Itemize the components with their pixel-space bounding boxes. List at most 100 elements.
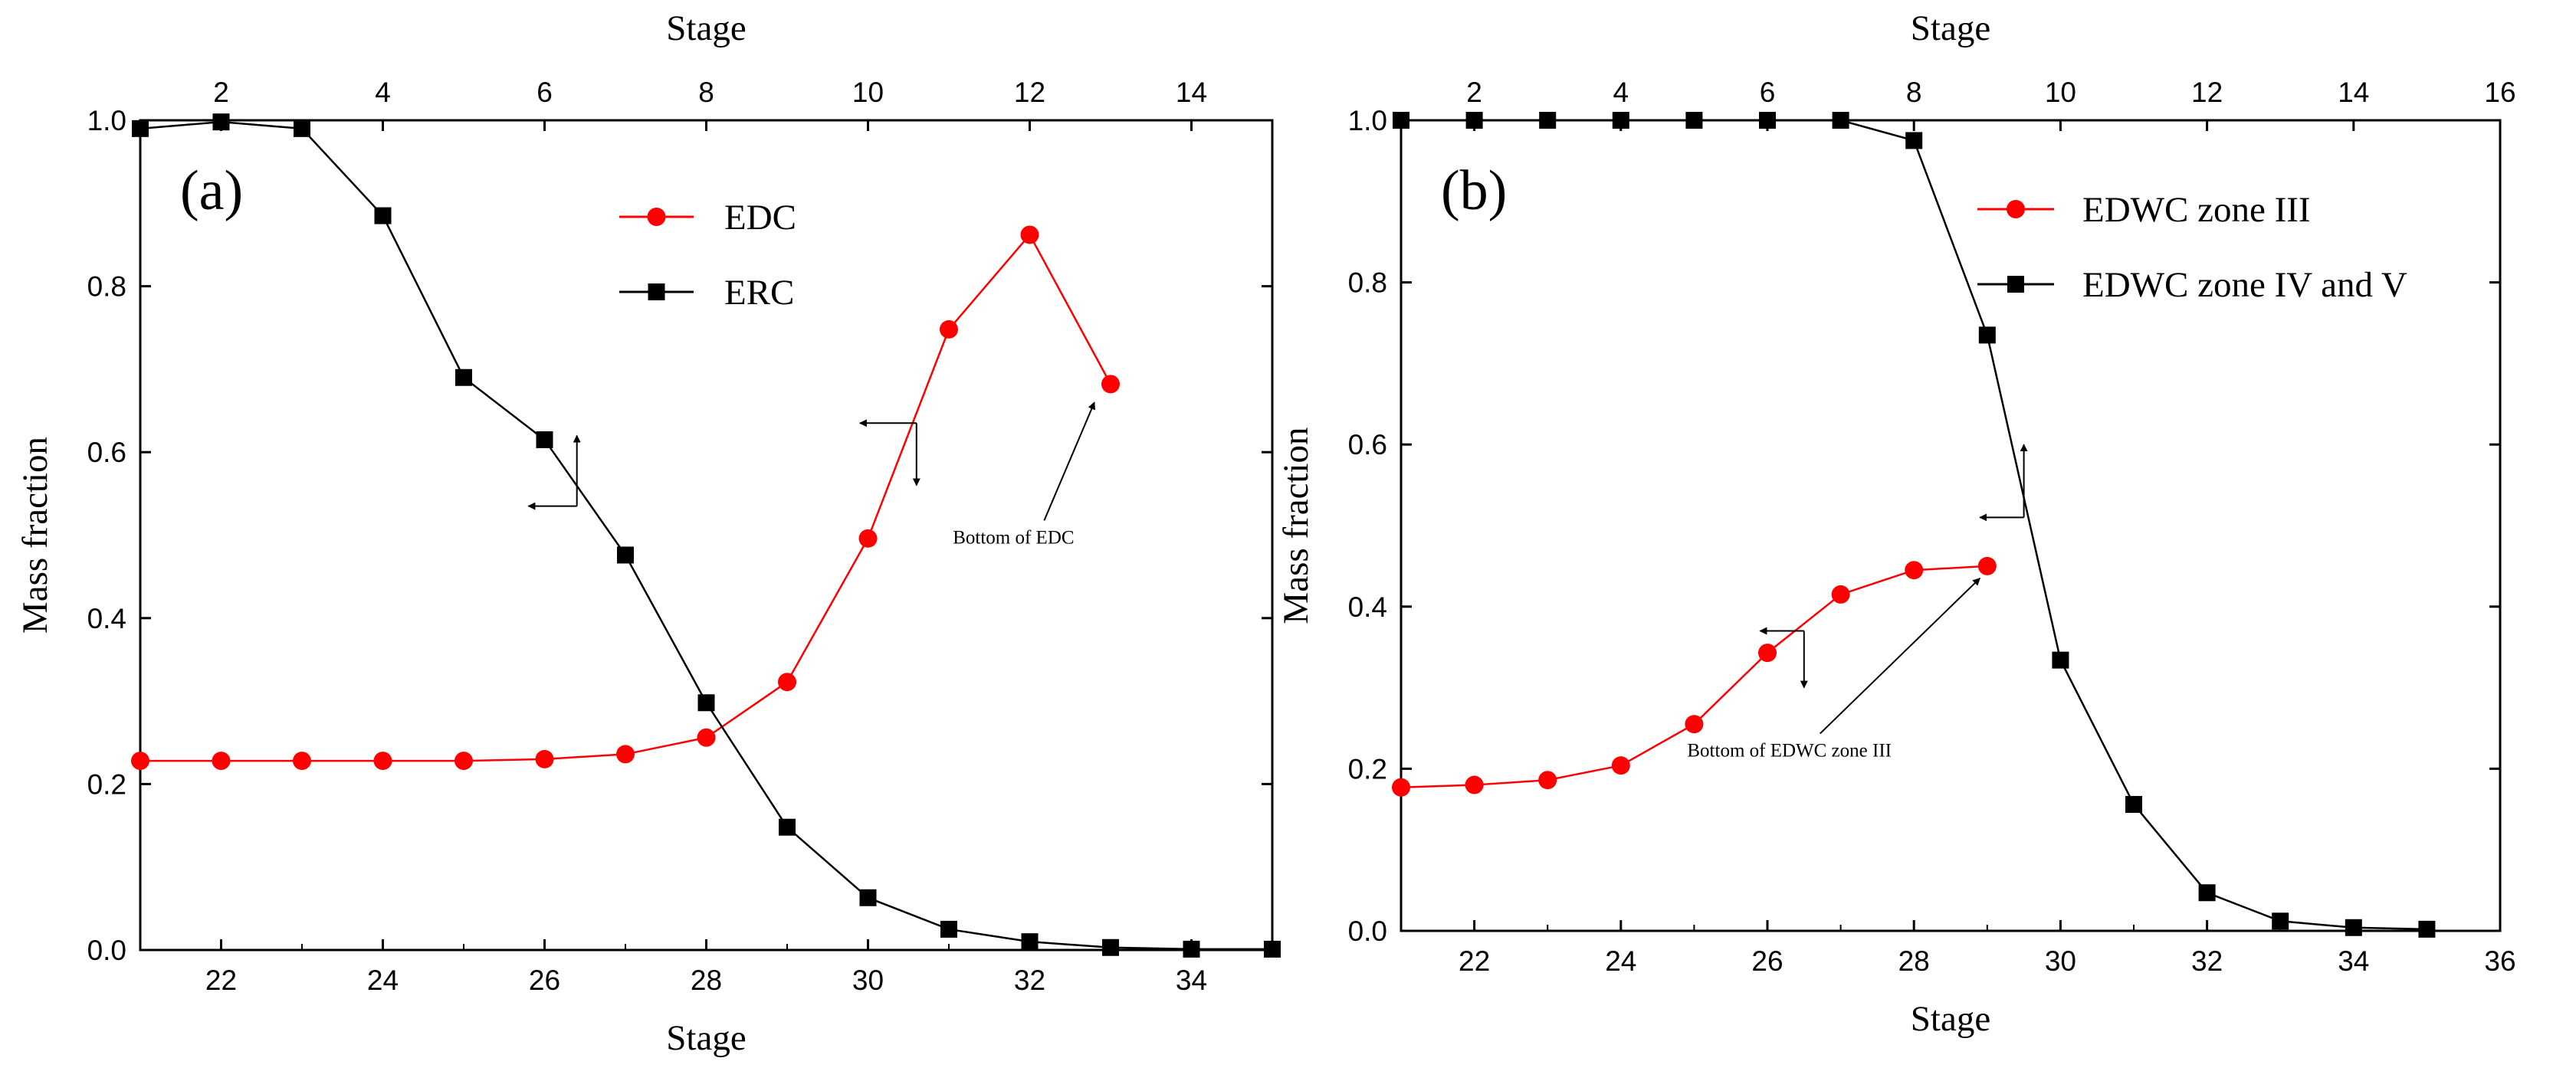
x-axis-title: Stage xyxy=(1911,999,1990,1039)
data-point xyxy=(697,728,716,747)
y-tick-label: 0.8 xyxy=(87,271,126,303)
data-point xyxy=(617,546,634,564)
data-point xyxy=(1831,585,1850,604)
data-point xyxy=(373,752,392,771)
x-tick-label: 22 xyxy=(1459,945,1490,977)
data-point xyxy=(212,752,231,771)
data-point xyxy=(2052,651,2069,669)
x-tick-label: 28 xyxy=(1898,945,1930,977)
data-point xyxy=(778,673,796,692)
y-tick-label: 0.0 xyxy=(87,935,126,966)
data-point xyxy=(2125,795,2142,813)
data-point xyxy=(859,889,877,906)
x-tick-label: 26 xyxy=(529,965,560,996)
top-tick-label: 4 xyxy=(1613,77,1629,108)
data-point xyxy=(1612,112,1629,129)
x-tick-label: 28 xyxy=(691,965,722,996)
annotation-text: Bottom of EDWC zone III xyxy=(1687,741,1892,762)
data-point xyxy=(1978,326,1996,344)
y-tick-label: 0.2 xyxy=(87,768,126,800)
data-point xyxy=(1393,112,1409,129)
x-axis-title: Stage xyxy=(666,1018,746,1058)
data-point xyxy=(1392,778,1410,797)
data-point xyxy=(1685,112,1703,129)
x-tick-label: 34 xyxy=(1176,965,1207,996)
top-tick-label: 14 xyxy=(2338,77,2369,108)
data-point xyxy=(1611,756,1630,775)
panel-label: (b) xyxy=(1441,159,1507,222)
data-point xyxy=(858,529,878,548)
data-point xyxy=(536,431,553,448)
plot-frame xyxy=(139,119,1274,952)
x-tick-label: 26 xyxy=(1751,945,1783,977)
top-axis-title: Stage xyxy=(1911,8,1990,48)
data-point xyxy=(940,319,958,339)
data-point xyxy=(2345,919,2362,936)
y-tick-label: 1.0 xyxy=(87,105,126,136)
data-point xyxy=(1832,112,1849,129)
top-tick-label: 12 xyxy=(1014,77,1045,108)
data-point xyxy=(616,745,635,764)
data-point xyxy=(1759,112,1776,129)
data-point xyxy=(455,369,472,386)
chart-panel-b: 22 24 26 28 30 32 34 362 4 6 8 10 12 14 160.00.20.40.6… xyxy=(1276,8,2516,1039)
top-tick-label: 2 xyxy=(1466,77,1482,108)
data-point xyxy=(1905,561,1924,580)
data-point xyxy=(940,920,957,938)
top-tick-label: 8 xyxy=(1906,77,1922,108)
data-point xyxy=(1465,112,1483,129)
data-point xyxy=(1020,225,1039,244)
top-tick-label: 6 xyxy=(537,77,553,108)
data-point xyxy=(1183,940,1200,958)
top-tick-label: 10 xyxy=(852,77,884,108)
top-tick-label: 14 xyxy=(1176,77,1207,108)
legend-label: ERC xyxy=(724,273,794,313)
data-point xyxy=(1685,715,1704,734)
series-line-erc xyxy=(140,120,1272,950)
y-tick-label: 0.4 xyxy=(87,603,126,634)
x-tick-label: 30 xyxy=(2045,945,2076,977)
x-tick-label: 24 xyxy=(367,965,399,996)
data-point xyxy=(1977,556,1997,575)
data-point xyxy=(1021,933,1039,951)
x-tick-label: 24 xyxy=(1605,945,1636,977)
y-tick-label: 0.2 xyxy=(1348,753,1387,785)
data-point xyxy=(1102,939,1119,956)
top-tick-label: 6 xyxy=(1760,77,1776,108)
x-tick-label: 34 xyxy=(2338,945,2369,977)
top-tick-label: 2 xyxy=(213,77,229,108)
legend-label: EDC xyxy=(724,198,796,237)
y-tick-label: 0.0 xyxy=(1348,916,1387,947)
legend-label: EDWC zone III xyxy=(2082,190,2311,230)
data-point xyxy=(374,207,392,224)
y-tick-label: 0.6 xyxy=(87,437,126,468)
chart-panel-a: 22 24 26 28 30 32 342 4 6 8 10 12 140.00.20.40.60.81… xyxy=(15,8,1281,1058)
y-tick-label: 0.6 xyxy=(1348,429,1387,460)
data-point xyxy=(454,752,473,771)
y-tick-label: 0.4 xyxy=(1348,591,1387,623)
data-point xyxy=(1264,940,1281,958)
data-point xyxy=(1758,644,1777,663)
data-point xyxy=(2418,920,2436,938)
data-point xyxy=(2198,884,2216,902)
top-tick-label: 8 xyxy=(698,77,714,108)
legend-label: EDWC zone IV and V xyxy=(2082,265,2407,305)
x-tick-label: 36 xyxy=(2484,945,2515,977)
x-tick-label: 32 xyxy=(1014,965,1045,996)
data-point xyxy=(212,113,230,131)
series-line-edc xyxy=(140,233,1112,762)
legend-marker xyxy=(2007,276,2024,293)
x-tick-label: 32 xyxy=(2191,945,2223,977)
annotation-arrow xyxy=(1819,578,1980,735)
data-point xyxy=(1538,771,1557,790)
data-point xyxy=(779,818,796,836)
data-point xyxy=(132,120,149,137)
data-point xyxy=(1465,775,1484,794)
data-point xyxy=(1539,112,1557,129)
x-tick-label: 30 xyxy=(852,965,884,996)
data-point xyxy=(1905,132,1923,149)
y-tick-label: 0.8 xyxy=(1348,267,1387,299)
top-axis-title: Stage xyxy=(666,8,746,48)
data-point xyxy=(294,120,310,137)
legend-marker xyxy=(647,208,666,226)
